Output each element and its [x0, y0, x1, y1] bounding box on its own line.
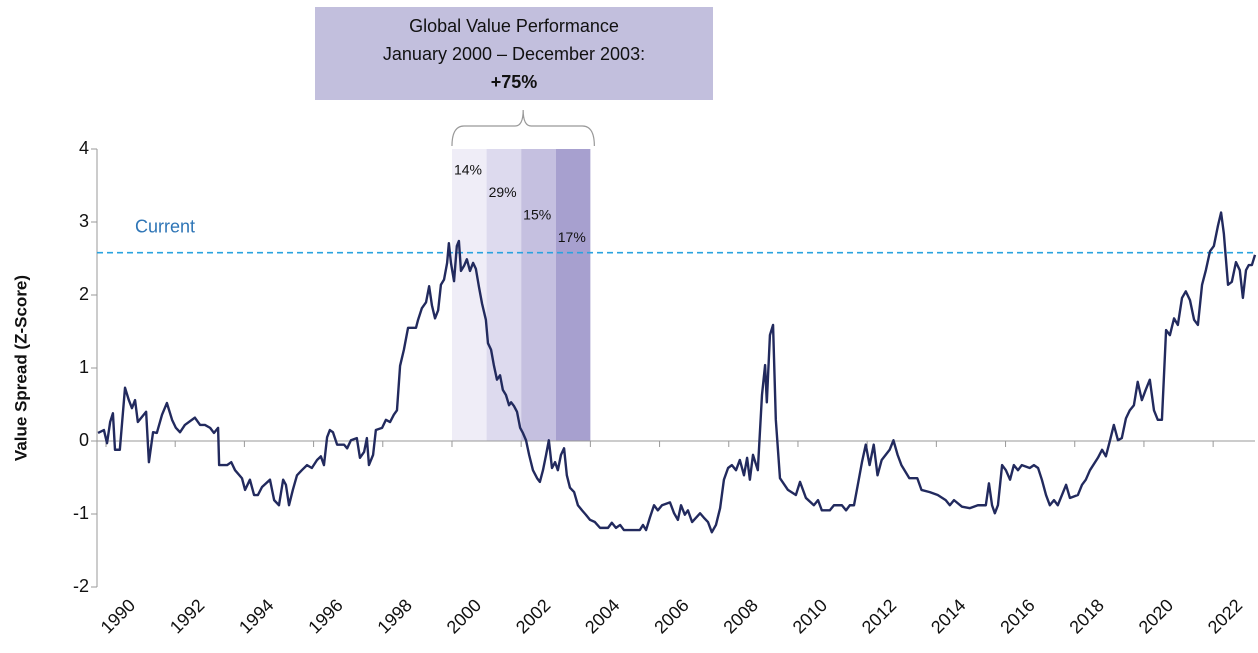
y-tick-label: 4	[79, 138, 89, 158]
x-tick-label: 2000	[443, 595, 485, 637]
y-tick-label: 1	[79, 357, 89, 377]
annotation-text: +75%	[491, 72, 538, 92]
y-tick-label: -1	[73, 503, 89, 523]
x-tick-label: 2008	[719, 595, 761, 637]
annotation-box	[315, 7, 713, 100]
y-tick-label: -2	[73, 576, 89, 596]
period-band	[521, 149, 556, 441]
y-tick-label: 3	[79, 211, 89, 231]
period-label: 15%	[523, 207, 551, 223]
annotation-text: Global Value Performance	[409, 16, 619, 36]
x-tick-label: 2018	[1065, 595, 1107, 637]
x-tick-label: 2012	[858, 595, 900, 637]
y-tick-label: 2	[79, 284, 89, 304]
x-tick-label: 2004	[581, 595, 623, 637]
series-line	[97, 211, 1257, 534]
period-label: 29%	[489, 184, 517, 200]
x-tick-label: 2016	[996, 595, 1038, 637]
y-tick-label: 0	[79, 430, 89, 450]
x-tick-label: 1996	[304, 595, 346, 637]
reference-label: Current	[135, 216, 195, 236]
x-tick-label: 2020	[1135, 595, 1177, 637]
period-band	[555, 149, 591, 441]
annotation-text: January 2000 – December 2003:	[383, 44, 645, 64]
x-tick-label: 2022	[1204, 595, 1246, 637]
period-label: 14%	[454, 162, 482, 178]
y-axis-label: Value Spread (Z-Score)	[11, 275, 30, 461]
x-tick-label: 1998	[374, 595, 416, 637]
x-tick-label: 2010	[789, 595, 831, 637]
x-tick-label: 1994	[235, 595, 277, 637]
brace	[451, 109, 595, 147]
x-tick-label: 2014	[927, 595, 969, 637]
x-tick-label: 1990	[97, 595, 139, 637]
x-tick-label: 2006	[650, 595, 692, 637]
period-label: 17%	[558, 229, 586, 245]
x-tick-label: 2002	[512, 595, 554, 637]
x-tick-label: 1992	[166, 595, 208, 637]
